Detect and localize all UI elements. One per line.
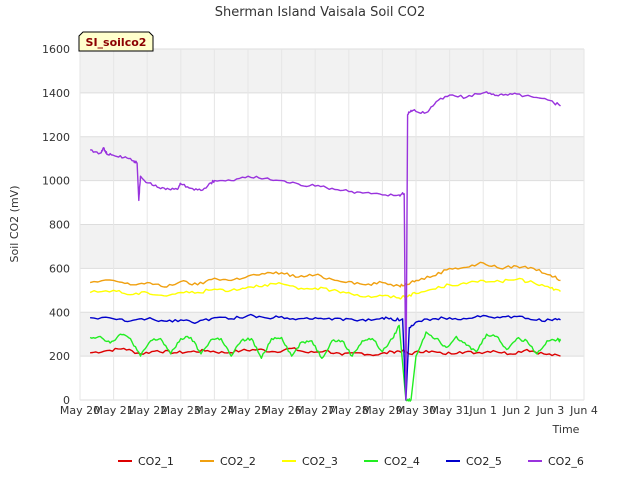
- x-tick-label: May 29: [362, 404, 402, 417]
- y-tick-label: 800: [49, 219, 70, 232]
- legend-label-CO2_3: CO2_3: [302, 455, 338, 468]
- y-tick-label: 0: [63, 394, 70, 407]
- legend-label-CO2_1: CO2_1: [138, 455, 174, 468]
- grid-band: [80, 136, 584, 181]
- series-line-CO2_4: [89, 324, 562, 402]
- series-line-CO2_5: [90, 313, 561, 401]
- x-tick-label: May 27: [295, 404, 335, 417]
- x-tick-label: May 28: [329, 404, 369, 417]
- x-tick-label: May 31: [429, 404, 469, 417]
- gridlines: [79, 48, 585, 401]
- y-tick-label: 200: [49, 350, 70, 363]
- y-tick-label: 600: [49, 262, 70, 275]
- x-tick-label: May 21: [93, 404, 133, 417]
- legend-label-CO2_4: CO2_4: [384, 455, 420, 468]
- series-lines: [89, 91, 562, 402]
- x-tick-label: May 25: [228, 404, 268, 417]
- chart-tag: SI_soilco2: [78, 31, 154, 52]
- x-tick-label: Jun 3: [536, 404, 565, 417]
- legend-label-CO2_2: CO2_2: [220, 455, 256, 468]
- grid-band: [80, 312, 584, 357]
- x-tick-label: May 30: [396, 404, 436, 417]
- legend-label-CO2_5: CO2_5: [466, 455, 502, 468]
- series-line-CO2_3: [89, 277, 561, 300]
- legend-label-CO2_6: CO2_6: [548, 455, 584, 468]
- x-tick-label: Jun 4: [569, 404, 598, 417]
- x-tick-label: May 24: [194, 404, 234, 417]
- tag-label: SI_soilco2: [86, 36, 147, 49]
- x-tick-label: May 20: [60, 404, 100, 417]
- y-tick-label: 1000: [42, 175, 70, 188]
- y-axis-ticks: 0 200 400 600 800 1000 1200 1400 1600: [42, 43, 70, 407]
- x-tick-label: May 23: [161, 404, 201, 417]
- x-tick-label: Jun 1: [468, 404, 497, 417]
- x-tick-label: May 26: [261, 404, 301, 417]
- grid-band: [80, 49, 584, 93]
- y-tick-label: 400: [49, 306, 70, 319]
- y-axis-label: Soil CO2 (mV): [8, 186, 21, 263]
- x-tick-label: May 22: [127, 404, 167, 417]
- y-tick-label: 1600: [42, 43, 70, 56]
- chart-title: Sherman Island Vaisala Soil CO2: [215, 5, 425, 20]
- x-axis-label: Time: [552, 423, 580, 436]
- grid-band: [80, 224, 584, 269]
- series-line-CO2_2: [89, 261, 561, 288]
- legend: CO2_1 CO2_2 CO2_3 CO2_4 CO2_5 CO2_6: [118, 455, 584, 468]
- y-tick-label: 1400: [42, 87, 70, 100]
- x-tick-label: Jun 2: [502, 404, 531, 417]
- series-line-CO2_6: [90, 91, 561, 401]
- y-tick-label: 1200: [42, 131, 70, 144]
